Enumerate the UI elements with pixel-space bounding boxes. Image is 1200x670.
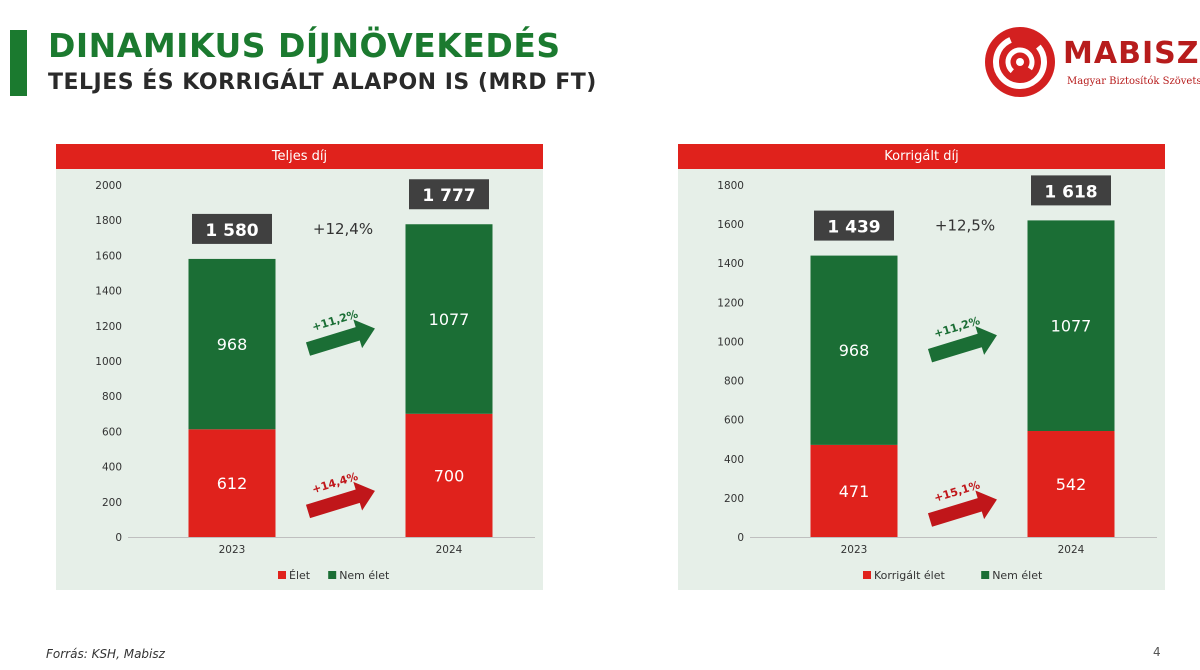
total-box <box>814 210 894 241</box>
y-tick-label: 600 <box>102 426 122 438</box>
arrow-shape <box>927 326 997 363</box>
legend-swatch <box>863 571 871 579</box>
y-tick-label: 400 <box>724 454 744 466</box>
data-label: 471 <box>839 482 870 501</box>
bar-segment <box>1027 431 1115 537</box>
x-tick-label: 2024 <box>436 544 463 556</box>
arrow-shape <box>305 481 375 519</box>
legend-swatch <box>981 571 990 579</box>
legend-label: Élet <box>289 569 311 582</box>
source-note: Forrás: KSH, Mabisz <box>46 647 165 661</box>
legend-label: Nem élet <box>339 569 390 582</box>
x-tick-label: 2023 <box>219 544 246 556</box>
chart-korrigalt-dij: 0 200 400 600 800 1000 1200 1400 1600 1800 471 968 1… <box>717 175 1157 582</box>
y-tick-label: 200 <box>102 497 122 509</box>
growth-arrow-red <box>927 490 997 527</box>
data-label: 1077 <box>1051 317 1092 336</box>
total-box <box>1031 175 1111 206</box>
y-tick-label: 2000 <box>95 180 122 192</box>
page-title: DINAMIKUS DÍJNÖVEKEDÉS <box>48 26 561 65</box>
y-tick-label: 400 <box>102 462 122 474</box>
bar-segment <box>405 224 493 414</box>
data-label: 968 <box>839 341 870 360</box>
y-tick-label: 200 <box>724 493 744 505</box>
legend-swatch <box>328 571 337 579</box>
data-label: 1077 <box>429 310 470 329</box>
y-tick-label: 0 <box>115 532 122 544</box>
bar-segment <box>188 258 276 430</box>
y-tick-label: 1000 <box>717 336 744 348</box>
data-label: 542 <box>1056 475 1087 494</box>
chart-panel-teljes: Teljes díj 0 200 400 600 800 1000 1200 1400 1600… <box>56 144 543 590</box>
y-tick-label: 1400 <box>95 286 122 298</box>
logo-wordmark: MABISZ <box>1063 36 1200 71</box>
y-tick-label: 600 <box>724 415 744 427</box>
y-tick-label: 1000 <box>95 356 122 368</box>
logo-emblem-icon <box>985 27 1055 97</box>
y-tick-label: 800 <box>102 391 122 403</box>
y-tick-label: 1200 <box>95 321 122 333</box>
bar-segment <box>1027 220 1115 432</box>
x-tick-label: 2023 <box>841 544 868 556</box>
y-tick-label: 1600 <box>717 219 744 231</box>
chart-panel-korrigalt: Korrigált díj 0 200 400 600 800 1000 1200 1400 1… <box>678 144 1165 590</box>
data-label: 968 <box>217 335 248 354</box>
bar-segment <box>188 429 276 537</box>
y-tick-label: 0 <box>737 532 744 544</box>
data-label: 700 <box>434 466 465 485</box>
legend-swatch <box>278 571 286 579</box>
chart-teljes-dij: 0 200 400 600 800 1000 1200 1400 1600 1800 2000 612… <box>95 179 535 582</box>
x-tick-label: 2024 <box>1058 544 1085 556</box>
y-tick-label: 1400 <box>717 258 744 270</box>
y-tick-label: 1800 <box>717 180 744 192</box>
growth-arrow-green <box>927 326 997 363</box>
legend-label: Nem élet <box>992 569 1043 582</box>
mabisz-logo: MABISZ Magyar Biztosítók Szövetsége <box>983 22 1200 102</box>
total-box <box>409 179 489 210</box>
total-label: 1 580 <box>205 221 258 241</box>
arrow-shape <box>927 490 997 527</box>
total-label: 1 439 <box>827 218 880 238</box>
y-tick-label: 1200 <box>717 297 744 309</box>
bar-segment <box>405 413 493 537</box>
logo-tagline: Magyar Biztosítók Szövetsége <box>1067 76 1200 87</box>
growth-arrow-green <box>305 319 375 356</box>
y-tick-label: 1600 <box>95 250 122 262</box>
growth-total-label: +12,5% <box>935 216 995 234</box>
arrow-shape <box>305 319 375 356</box>
total-label: 1 618 <box>1044 182 1097 202</box>
bar-segment <box>810 255 898 445</box>
data-label: 612 <box>217 474 248 493</box>
chart-title: Korrigált díj <box>678 144 1165 169</box>
legend-label: Korrigált élet <box>874 569 945 582</box>
growth-total-label: +12,4% <box>313 220 373 238</box>
growth-arrow-red <box>305 481 375 519</box>
page-number: 4 <box>1153 645 1161 659</box>
title-accent-bar <box>10 30 27 96</box>
page-subtitle: TELJES ÉS KORRIGÁLT ALAPON IS (MRD FT) <box>48 70 597 95</box>
total-box <box>192 213 272 244</box>
bar-segment <box>810 444 898 537</box>
chart-title: Teljes díj <box>56 144 543 169</box>
total-label: 1 777 <box>422 186 475 206</box>
y-tick-label: 800 <box>724 376 744 388</box>
y-tick-label: 1800 <box>95 215 122 227</box>
